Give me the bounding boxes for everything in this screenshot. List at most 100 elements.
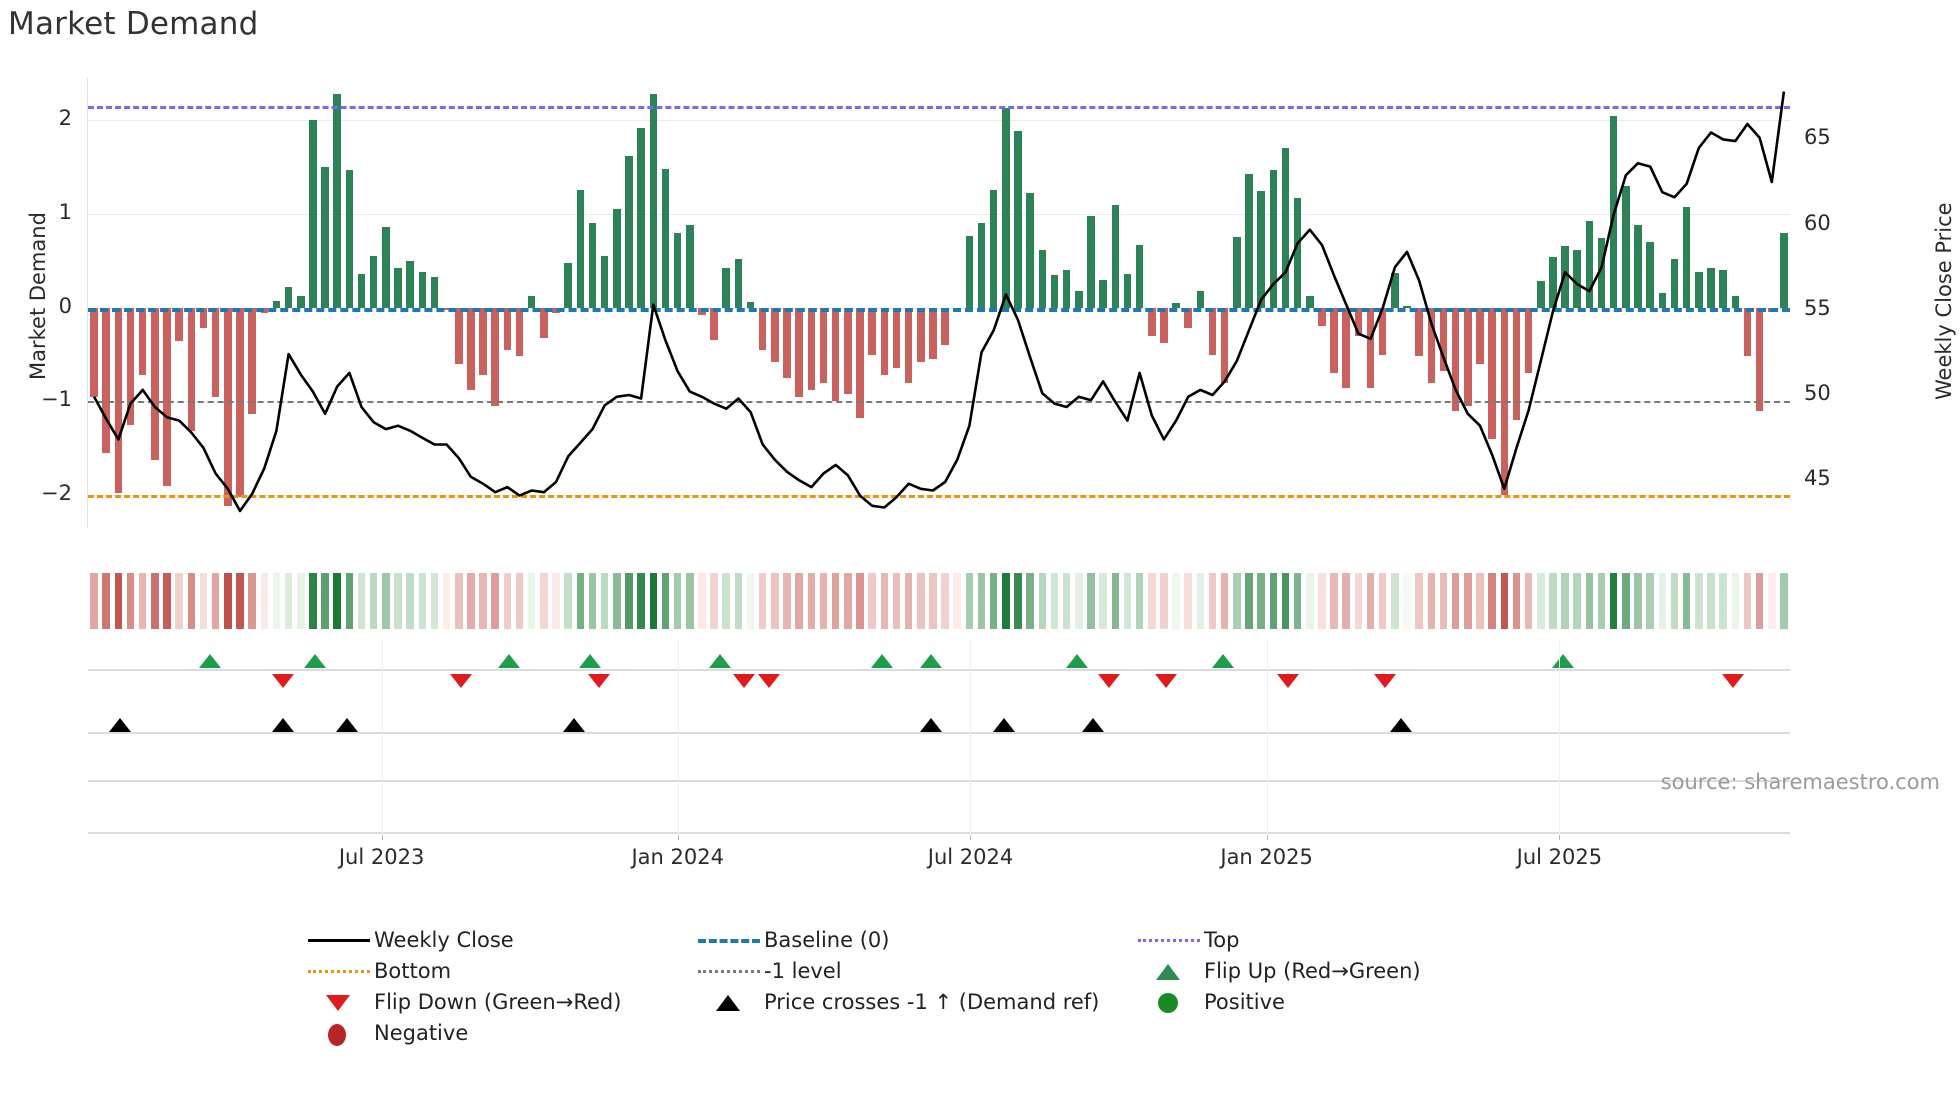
legend-item[interactable]: Price crosses -1 ↑ (Demand ref) xyxy=(690,987,1099,1017)
legend-item[interactable]: Positive xyxy=(1130,987,1285,1017)
demand-bar-negative xyxy=(1208,307,1217,355)
heat-strip-cell xyxy=(260,573,269,629)
heat-strip-cell xyxy=(856,573,864,629)
demand-bar-negative xyxy=(187,307,196,432)
legend-item[interactable]: Flip Up (Red→Green) xyxy=(1130,956,1421,986)
demand-bar-positive xyxy=(1731,295,1740,308)
legend-label: Baseline (0) xyxy=(764,928,890,952)
right-axis-tick-label: 65 xyxy=(1804,125,1831,150)
heat-strip-cell xyxy=(126,573,135,629)
demand-bar-positive xyxy=(1549,257,1557,308)
demand-bar-positive xyxy=(1646,242,1654,308)
heat-strip-cell xyxy=(345,573,354,629)
demand-bar-negative xyxy=(90,307,98,397)
solid-line-black-icon xyxy=(308,939,370,942)
demand-bar-positive xyxy=(394,268,402,308)
heat-strip-cell xyxy=(686,573,694,629)
heat-strip-cell xyxy=(357,573,366,629)
demand-bar-negative xyxy=(102,307,110,453)
heat-strip-cell xyxy=(90,573,98,629)
demand-bar-positive xyxy=(321,167,329,308)
demand-bar-negative xyxy=(758,307,767,350)
legend-label: Price crosses -1 ↑ (Demand ref) xyxy=(764,990,1100,1014)
left-axis-tick-label: −2 xyxy=(41,481,72,506)
heat-strip-cell xyxy=(1634,573,1642,629)
heat-strip-cell xyxy=(734,573,743,629)
legend-label: Weekly Close xyxy=(374,928,514,952)
demand-bar-positive xyxy=(1245,173,1253,308)
legend-item[interactable]: Bottom xyxy=(300,956,451,986)
flip-down-marker xyxy=(271,674,294,688)
demand-bar-negative xyxy=(163,307,171,486)
heat-strip-cell xyxy=(758,573,767,629)
legend-item[interactable]: -1 level xyxy=(690,956,842,986)
heat-strip-cell xyxy=(163,573,171,629)
demand-bar-negative xyxy=(138,307,147,376)
demand-bar-negative xyxy=(126,307,135,425)
heat-strip-cell xyxy=(1196,573,1205,629)
demand-bar-negative xyxy=(1354,307,1363,336)
legend-label: Top xyxy=(1204,928,1240,952)
demand-bar-negative xyxy=(455,307,463,364)
demand-bar-positive xyxy=(734,258,743,308)
heat-strip-cell xyxy=(418,573,427,629)
heat-strip-cell xyxy=(272,573,281,629)
demand-bar-negative xyxy=(929,307,937,360)
legend-item[interactable]: Top xyxy=(1130,925,1239,955)
heat-strip-cell xyxy=(1403,573,1411,629)
heat-strip-cell xyxy=(1682,573,1691,629)
heat-strip-cell xyxy=(187,573,196,629)
demand-bar-positive xyxy=(1403,305,1411,308)
heat-strip-cell xyxy=(1537,573,1545,629)
demand-bar-positive xyxy=(1634,225,1642,308)
heat-strip-cell xyxy=(698,573,706,629)
heat-strip-cell xyxy=(1464,573,1472,629)
price-cross-marker xyxy=(563,718,586,732)
x-axis-guide-line xyxy=(970,640,972,835)
x-axis-guide-line xyxy=(1559,640,1561,835)
heat-strip-cell xyxy=(102,573,110,629)
x-axis-tick-label: Jul 2023 xyxy=(338,845,425,869)
demand-bar-positive xyxy=(1014,131,1022,308)
heat-strip-cell xyxy=(211,573,220,629)
legend-symbol xyxy=(300,987,374,1017)
demand-bar-positive xyxy=(625,155,633,308)
demand-bar-negative xyxy=(1318,307,1326,327)
page-title: Market Demand xyxy=(8,6,259,42)
left-axis-tick-label: 0 xyxy=(58,293,72,318)
demand-bar-negative xyxy=(916,307,925,363)
heat-strip-cell xyxy=(1135,573,1144,629)
demand-bar-negative xyxy=(868,307,876,355)
heat-strip-cell xyxy=(600,573,609,629)
heat-strip-cell xyxy=(1512,573,1521,629)
demand-bar-positive xyxy=(1561,245,1569,308)
demand-bar-positive xyxy=(613,209,621,308)
legend-symbol xyxy=(1130,956,1204,986)
x-axis-tick-mark xyxy=(1559,833,1561,840)
heat-strip-cell xyxy=(1780,573,1788,629)
demand-bar-negative xyxy=(1476,307,1484,364)
heat-strip-cell xyxy=(1050,573,1059,629)
heat-strip-cell xyxy=(941,573,949,629)
demand-bar-positive xyxy=(1196,290,1205,308)
left-axis-tick-label: −1 xyxy=(41,387,72,412)
legend-item[interactable]: Weekly Close xyxy=(300,925,514,955)
x-axis-tick-mark xyxy=(677,833,679,840)
heat-strip-cell xyxy=(1391,573,1399,629)
demand-bar-positive xyxy=(1682,207,1691,308)
left-spine xyxy=(87,78,88,528)
demand-bar-negative xyxy=(467,307,475,391)
legend-item[interactable]: Baseline (0) xyxy=(690,925,889,955)
heat-strip-cell xyxy=(1075,573,1083,629)
demand-bar-positive xyxy=(272,301,281,308)
demand-bar-positive xyxy=(1087,215,1095,308)
left-axis-tick-label: 2 xyxy=(58,106,72,131)
legend-item[interactable]: Negative xyxy=(300,1018,468,1048)
heat-strip-cell xyxy=(1476,573,1484,629)
demand-bar-positive xyxy=(673,232,682,308)
demand-bar-negative xyxy=(710,307,718,340)
dotted-line-grey-icon xyxy=(698,970,760,973)
demand-bar-positive xyxy=(722,268,730,308)
heat-strip-cell xyxy=(479,573,487,629)
legend-item[interactable]: Flip Down (Green→Red) xyxy=(300,987,621,1017)
